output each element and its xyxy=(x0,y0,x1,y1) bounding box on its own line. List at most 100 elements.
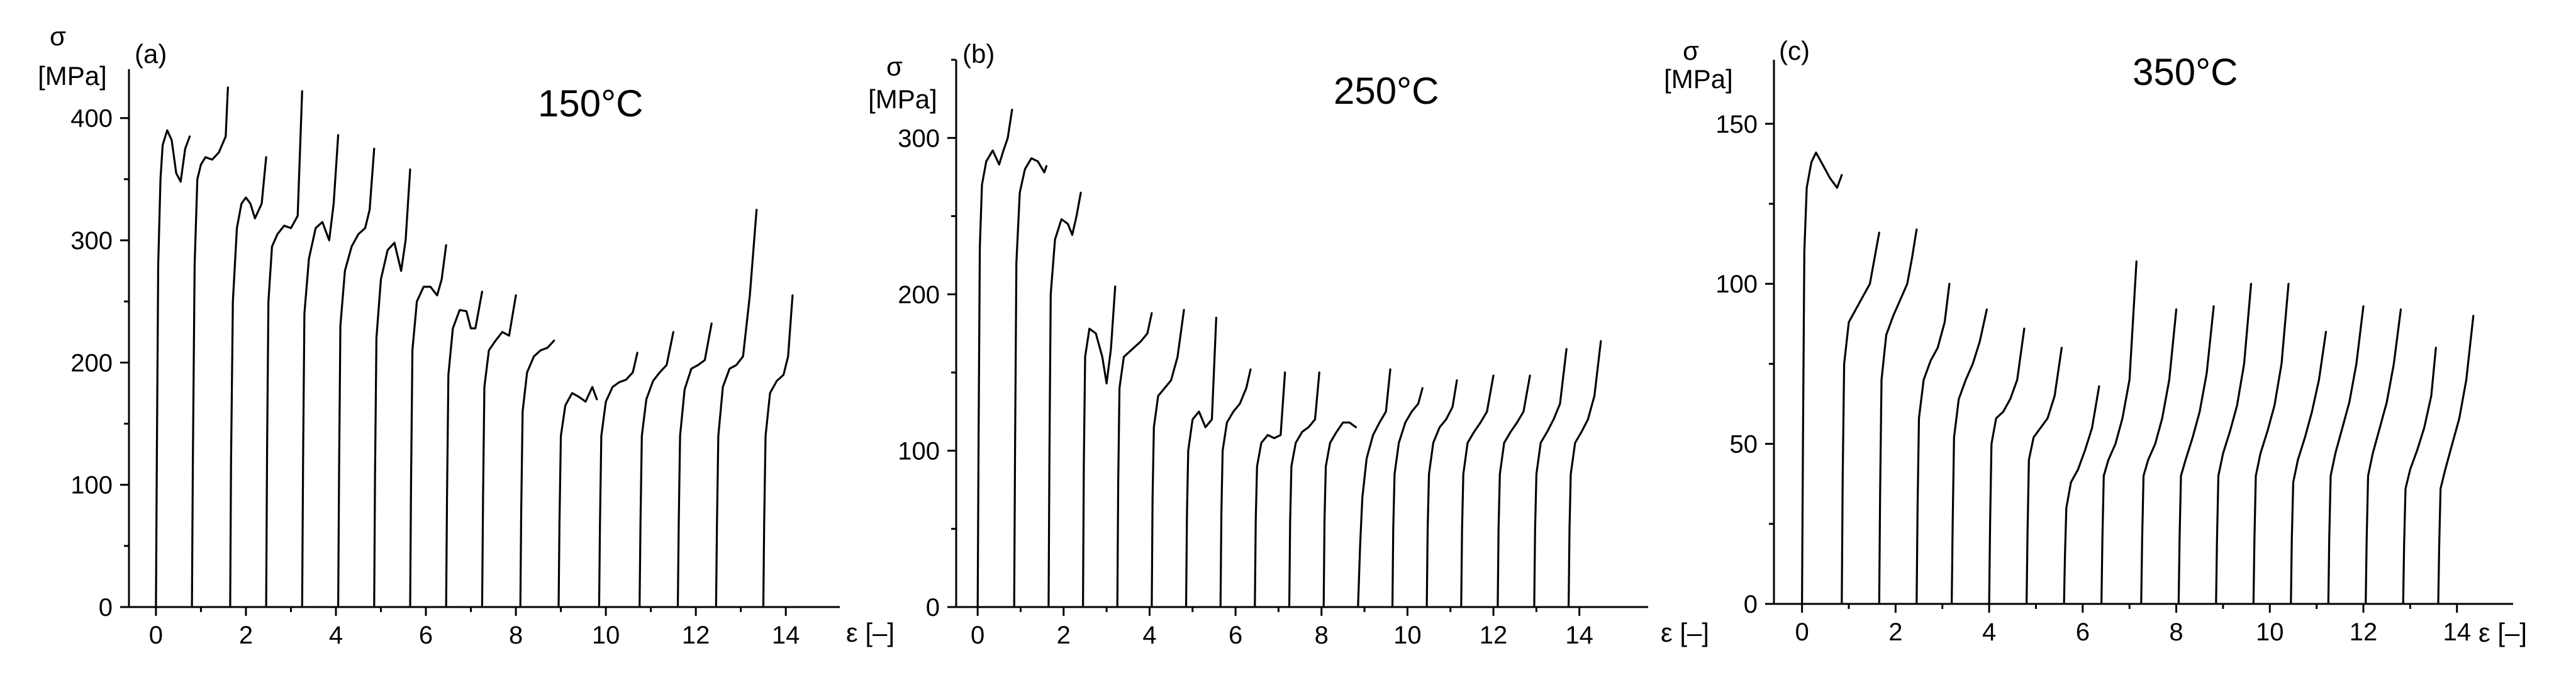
stress-strain-curve xyxy=(229,156,267,608)
stress-strain-curve xyxy=(1322,421,1357,608)
y-axis-symbol: σ xyxy=(886,52,903,81)
stress-strain-curve xyxy=(2365,308,2402,605)
y-axis-symbol: σ xyxy=(1683,36,1699,65)
stress-strain-curve xyxy=(1219,368,1252,608)
axes: 0 50 100 150 0 2 4 6 8 10 12 14 xyxy=(1715,60,2513,646)
y-tick-label: 100 xyxy=(70,472,113,499)
stress-strain-curve xyxy=(1915,282,1951,605)
stress-strain-curve xyxy=(1185,316,1217,608)
x-tick-label: 14 xyxy=(1565,621,1593,649)
stress-strain-curve xyxy=(445,291,483,608)
y-axis-unit: [MPa] xyxy=(1664,64,1733,94)
x-tick-label: 10 xyxy=(2256,618,2284,646)
y-tick-label: 0 xyxy=(1744,591,1758,618)
stress-strain-curve xyxy=(1116,312,1153,608)
stress-strain-curve xyxy=(301,134,340,608)
stress-strain-curve xyxy=(337,147,376,608)
x-tick-label: 0 xyxy=(149,621,163,649)
panel-label: (b) xyxy=(962,39,995,69)
stress-strain-curve xyxy=(1533,348,1568,608)
x-tick-label: 4 xyxy=(1142,621,1156,649)
stress-strain-curve xyxy=(1988,327,2026,605)
stress-strain-curves xyxy=(976,108,1602,608)
stress-strain-curve xyxy=(2140,308,2178,605)
x-tick-label: 14 xyxy=(772,621,800,649)
stress-strain-curve xyxy=(191,86,229,608)
y-tick-label: 300 xyxy=(898,125,940,152)
stress-strain-curve xyxy=(1013,157,1048,608)
x-axis-label: ε [–] xyxy=(846,618,895,647)
x-tick-label: 14 xyxy=(2443,618,2472,646)
stress-strain-curves xyxy=(1801,152,2475,605)
x-tick-label: 2 xyxy=(239,621,253,649)
stress-strain-curve xyxy=(1460,374,1495,608)
y-tick-label: 50 xyxy=(1730,431,1758,459)
stress-strain-curve xyxy=(2290,330,2328,605)
stress-strain-curves xyxy=(155,86,794,608)
x-tick-label: 6 xyxy=(419,621,433,649)
stress-strain-curve xyxy=(2402,347,2437,605)
stress-strain-curve xyxy=(373,168,411,608)
panel-label: (a) xyxy=(135,39,167,69)
stress-strain-curve xyxy=(1082,285,1117,608)
x-tick-label: 4 xyxy=(1982,618,1996,646)
stress-strain-curve xyxy=(2252,282,2290,605)
axes: 0 100 200 300 0 2 4 6 8 10 12 14 xyxy=(898,59,1648,649)
stress-strain-curve xyxy=(976,108,1013,608)
y-tick-label: 300 xyxy=(70,227,113,255)
stress-strain-curve xyxy=(715,208,758,608)
stress-strain-curve xyxy=(265,90,303,608)
y-axis-unit: [MPa] xyxy=(38,61,107,91)
y-tick-label: 100 xyxy=(898,437,940,465)
x-tick-label: 0 xyxy=(1795,618,1809,646)
stress-strain-curve xyxy=(1425,379,1458,608)
x-tick-label: 8 xyxy=(1315,621,1329,649)
temperature-label: 250°C xyxy=(1334,70,1439,112)
stress-strain-curve xyxy=(2437,315,2475,605)
y-tick-label: 0 xyxy=(99,594,113,621)
stress-strain-curve xyxy=(557,386,598,608)
stress-strain-curve xyxy=(1951,308,1988,605)
y-tick-label: 150 xyxy=(1715,111,1758,138)
x-tick-label: 2 xyxy=(1888,618,1902,646)
stress-strain-curve xyxy=(1801,152,1843,605)
x-tick-label: 2 xyxy=(1057,621,1071,649)
stress-strain-curve xyxy=(155,129,191,608)
stress-strain-curve xyxy=(1391,387,1424,608)
x-tick-label: 6 xyxy=(1229,621,1242,649)
y-tick-label: 200 xyxy=(898,281,940,309)
x-tick-label: 0 xyxy=(971,621,984,649)
y-axis-symbol: σ xyxy=(50,21,66,51)
stress-strain-curve xyxy=(2177,305,2215,605)
stress-strain-curve xyxy=(409,244,447,608)
y-tick-label: 200 xyxy=(70,349,113,377)
stress-strain-curve xyxy=(1288,371,1320,608)
x-tick-label: 12 xyxy=(2350,618,2378,646)
y-tick-label: 0 xyxy=(926,594,940,621)
stress-strain-curve xyxy=(481,294,517,608)
stress-strain-curve xyxy=(1568,340,1602,608)
x-tick-label: 8 xyxy=(509,621,523,649)
y-axis-unit: [MPa] xyxy=(868,84,937,114)
y-tick-label: 100 xyxy=(1715,270,1758,298)
stress-strain-curve xyxy=(2026,347,2063,605)
stress-strain-curve xyxy=(676,322,713,608)
panel-c: σ [MPa] (c) 350°C ε [–] 0 50 100 150 0 2 4 6 8 10… xyxy=(1664,36,2527,647)
temperature-label: 150°C xyxy=(538,82,643,125)
stress-strain-curve xyxy=(1878,228,1918,605)
temperature-label: 350°C xyxy=(2133,51,2238,93)
stress-strain-curve xyxy=(2215,282,2253,605)
stress-strain-curve xyxy=(638,331,674,608)
x-tick-label: 12 xyxy=(1480,621,1508,649)
stress-strain-curve xyxy=(2063,385,2100,605)
x-tick-label: 6 xyxy=(2076,618,2090,646)
axes: 0 100 200 300 400 0 2 4 6 8 10 12 14 xyxy=(70,69,840,649)
x-axis-label: ε [–] xyxy=(2478,618,2527,647)
x-tick-label: 8 xyxy=(2169,618,2183,646)
x-tick-label: 4 xyxy=(329,621,343,649)
stress-strain-curve xyxy=(1151,309,1185,608)
stress-strain-curve xyxy=(762,294,794,608)
stress-strain-curve xyxy=(2100,260,2138,605)
stress-strain-curve xyxy=(1497,374,1531,608)
stress-strain-curve xyxy=(2327,305,2365,605)
